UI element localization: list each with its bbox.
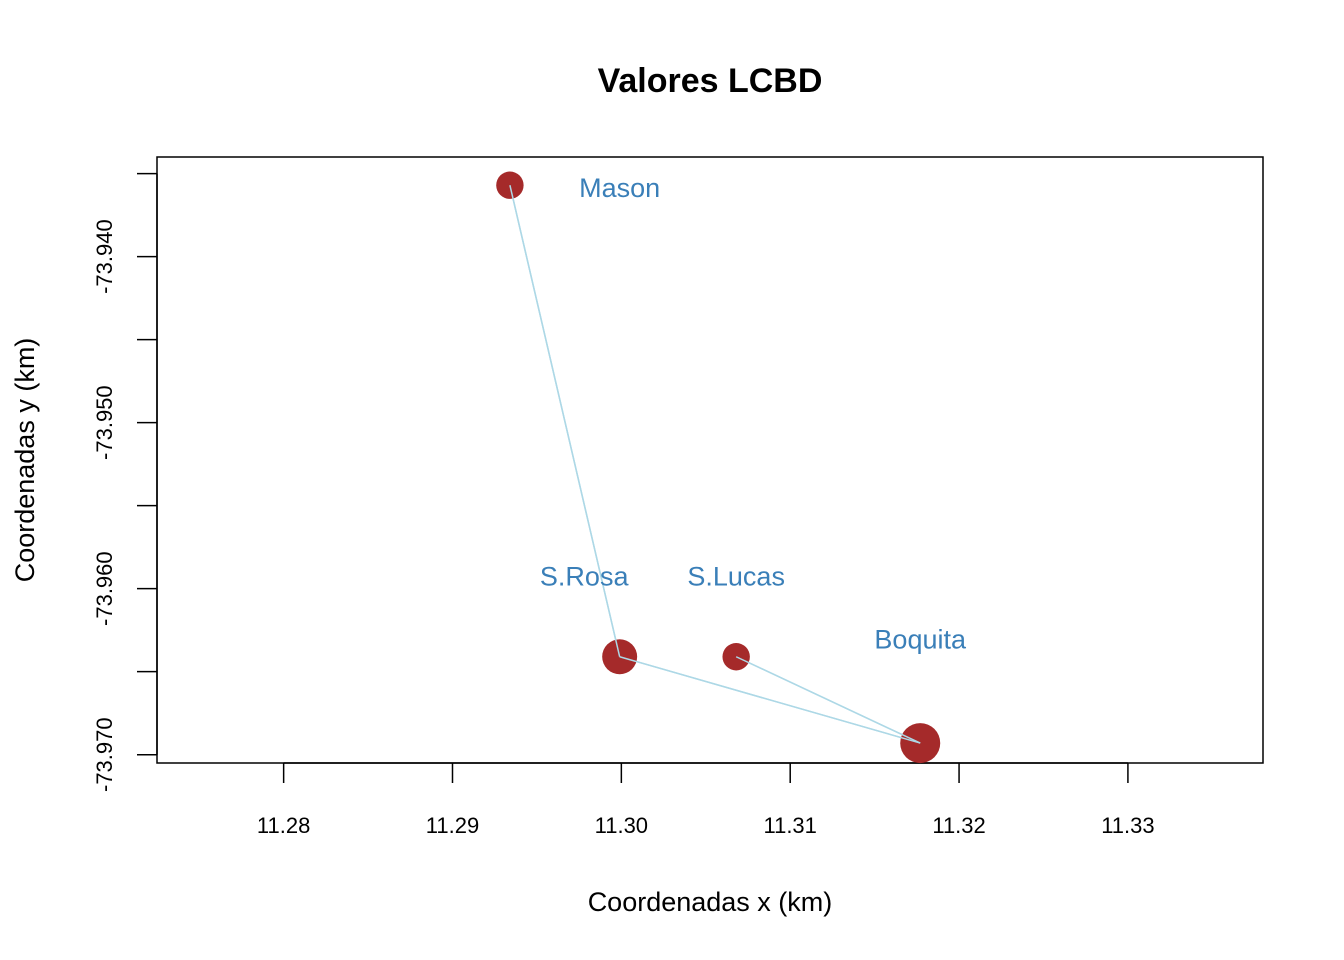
x-tick-label: 11.30 — [595, 813, 648, 838]
site-label: Boquita — [874, 624, 967, 654]
tree-edge-overlay — [735, 656, 921, 744]
x-tick-label: 11.33 — [1101, 813, 1154, 838]
x-tick-label: 11.29 — [426, 813, 479, 838]
site-label: S.Rosa — [540, 561, 630, 591]
points-layer — [496, 171, 941, 764]
site-labels-layer: Mason S.Rosa S.Lucas Boquita — [540, 173, 967, 655]
y-tick-label: -73.950 — [92, 385, 117, 460]
y-tick-label: -73.940 — [92, 219, 117, 294]
y-tick-label: -73.960 — [92, 551, 117, 626]
x-axis-label: Coordenadas x (km) — [588, 887, 833, 917]
x-tick-label: 11.32 — [932, 813, 985, 838]
y-tick-label: -73.970 — [92, 717, 117, 792]
plot-frame — [156, 156, 1264, 764]
chart-title: Valores LCBD — [598, 62, 823, 100]
site-label: Mason — [579, 173, 660, 203]
x-tick-label: 11.28 — [257, 813, 310, 838]
edges-layer — [509, 185, 921, 744]
tree-edge-overlay — [509, 185, 621, 657]
tree-edge-overlay — [619, 656, 921, 744]
y-axis-label: Coordenadas y (km) — [10, 338, 40, 583]
y-axis: -73.940 -73.950 -73.960 -73.970 — [92, 172, 158, 792]
x-tick-label: 11.31 — [763, 813, 816, 838]
x-axis: 11.28 11.29 11.30 11.31 11.32 11.33 — [257, 762, 1155, 838]
site-label: S.Lucas — [687, 561, 785, 591]
